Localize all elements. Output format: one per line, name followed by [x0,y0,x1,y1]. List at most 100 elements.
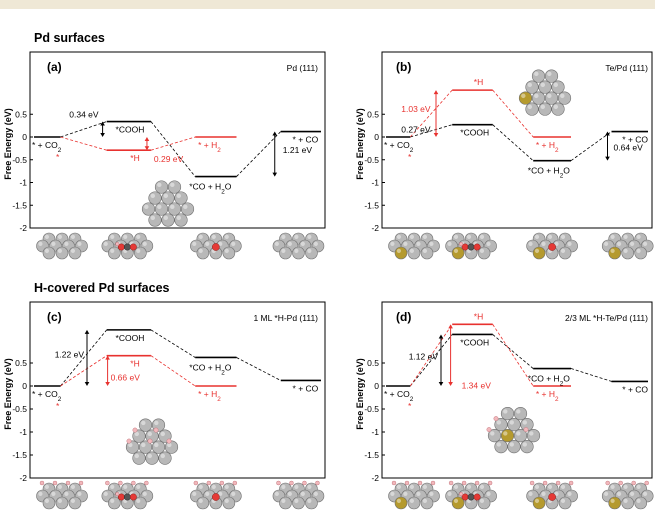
annotation-1-22: 1.22 eV [55,349,85,359]
h-adatom [542,480,548,486]
te-atom [394,496,408,510]
atom-highlight [198,484,203,489]
annotation-0-66: 0.66 eV [111,372,141,382]
pd-atom [305,246,318,260]
h-atom [115,241,120,247]
atom-highlight [409,484,414,489]
y-tick-label: -1.5 [364,200,379,210]
pd-atom [551,102,565,116]
atom-highlight [160,453,165,459]
arrow-0-64 [605,131,610,161]
arrow-0-34 [100,121,105,137]
atom-highlight [396,248,401,253]
atom-highlight [623,498,628,503]
label-co-h2o: *CO + H2O [528,374,570,388]
panel-d [381,301,653,479]
te-atom [500,429,515,443]
atom-highlight [567,241,572,246]
c-atom [467,243,475,251]
pd-atom [68,496,82,510]
label-co-h2o: *CO + H2O [528,166,570,180]
pd-atom [145,451,159,465]
y-tick-label: 0 [374,132,379,142]
surface-title: Te/Pd (111) [605,63,648,73]
atom-highlight [313,491,318,496]
label-h: *H [474,311,483,321]
pd-atom [55,496,69,510]
y-tick-label: 0.5 [15,358,27,368]
connector [236,357,281,381]
pd-atom [477,246,491,260]
y-tick-label: 0.5 [15,109,27,119]
annotation-1-34: 1.34 eV [462,380,492,390]
atom-highlight [44,484,50,489]
atom-highlight [560,484,566,489]
arrow-head [84,382,90,386]
o-atom [129,243,137,251]
pd-atom [222,246,236,260]
atom-highlight [134,431,139,437]
y-axis-label: Free Energy (eV) [355,358,365,430]
atom-highlight [390,491,395,496]
atom-highlight [623,484,628,489]
atom-highlight [560,498,566,503]
atom-highlight [610,248,615,253]
atom-highlight [211,484,216,489]
atom-highlight [416,491,421,496]
h-adatom [417,480,423,486]
atom-highlight [142,491,147,496]
atom-highlight [617,241,622,246]
pd-atom [551,80,565,94]
connector [60,121,107,138]
atom-highlight [636,498,641,503]
h-adatom [315,480,320,486]
atom-highlight [136,234,141,239]
h-adatom [166,438,172,444]
pd-atom [196,246,210,260]
atom-highlight [274,491,279,496]
connector [236,131,282,177]
atom-highlight [547,71,552,77]
atom-highlight [496,420,502,425]
pd-atom [621,246,635,260]
atom-highlight [294,248,299,253]
slab-state-4 [272,480,325,510]
annotation-0-64: 0.64 eV [614,143,644,153]
atom-highlight [44,498,50,503]
h-adatom [448,480,454,486]
arrow-head [438,334,444,339]
atom-highlight [516,431,521,436]
atom-highlight [396,234,401,239]
pd-atom [407,246,421,260]
arrow-head [144,146,150,151]
arrow-head [448,324,453,329]
atom-highlight [224,248,229,253]
y-tick-label: -2 [19,473,27,483]
atom-highlight [503,431,508,436]
y-tick-label: -1 [19,427,27,437]
y-axis-label: Free Energy (eV) [3,108,13,180]
y-tick-label: -1.5 [12,450,27,460]
atom-highlight [64,491,69,496]
connector-red [150,136,196,151]
atom-highlight [534,484,540,489]
arrow-head [105,355,110,360]
atom-highlight [281,484,286,489]
inset-h-te-pd [486,407,541,454]
atom-highlight [636,484,641,489]
atom-highlight [496,442,502,447]
atom-highlight [604,241,609,246]
surface-title: Pd (111) [287,63,319,73]
pd-atom [531,69,546,83]
atom-highlight [527,104,532,110]
atom-highlight [144,204,149,210]
annotation-1-12: 1.12 eV [409,351,439,361]
label-co-h2o: *CO + H2O [189,362,231,376]
atom-highlight [170,204,175,210]
atom-highlight [534,248,540,253]
atom-highlight [110,484,115,489]
atom-highlight [453,498,459,503]
pd-atom [538,102,552,116]
h-adatom [126,438,132,444]
pd-atom [292,496,305,510]
